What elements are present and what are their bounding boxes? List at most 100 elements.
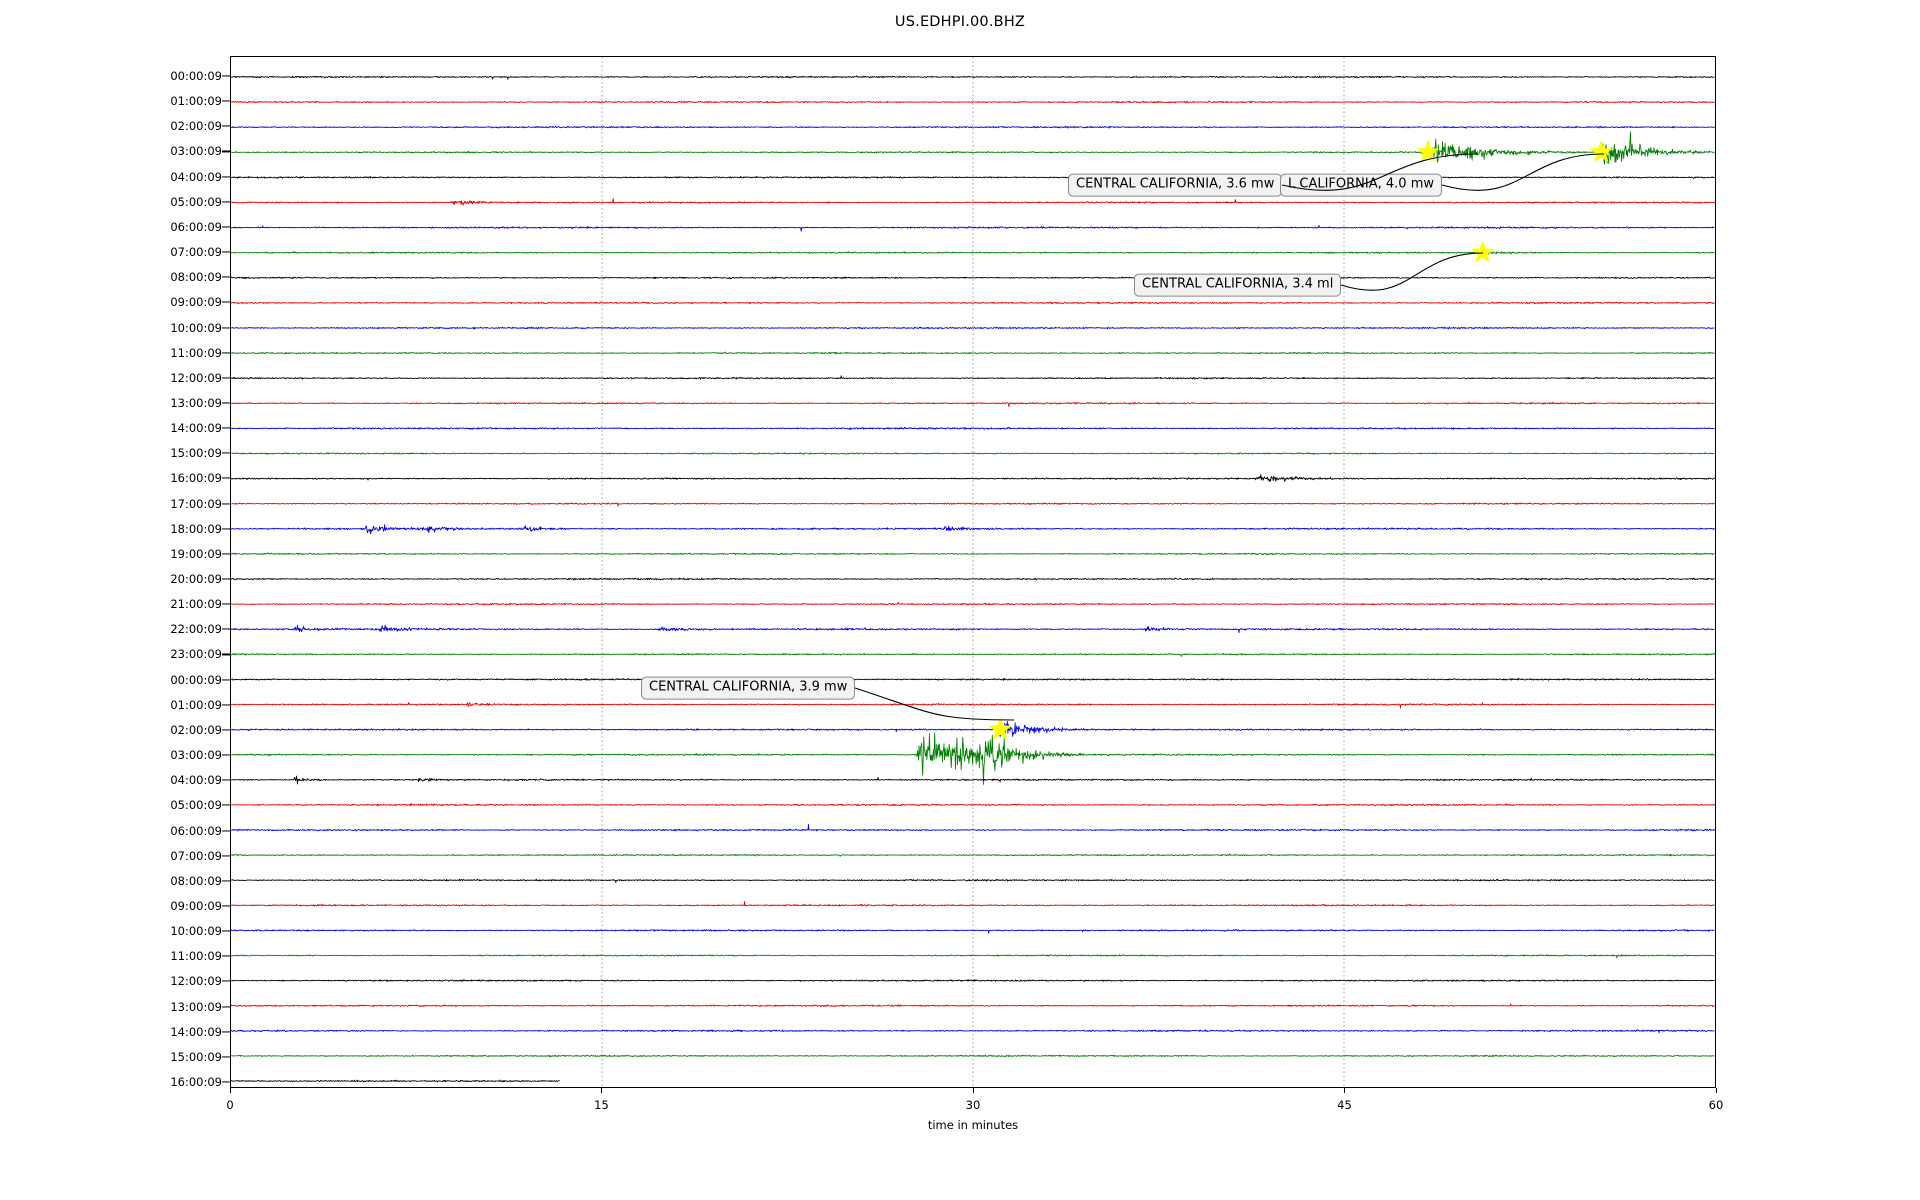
y-tick-mark: [222, 829, 230, 832]
y-tick-label: 11:00:09: [170, 345, 222, 360]
y-tick-mark: [222, 503, 230, 505]
y-tick-mark: [222, 176, 230, 178]
y-tick-label: 16:00:09: [170, 471, 222, 486]
trace-line: [231, 577, 1715, 581]
y-tick-mark: [222, 729, 230, 731]
y-tick-mark: [222, 201, 230, 203]
y-tick-mark: [222, 1006, 230, 1008]
y-tick-mark: [222, 653, 230, 655]
y-tick-mark: [222, 679, 230, 681]
trace-line: [231, 954, 1715, 959]
y-axis-labels: 00:00:09 01:00:09 02:00:09 03:00:09 04:00:09…: [118, 56, 222, 1089]
y-tick-mark: [222, 301, 230, 303]
event-annotation-label[interactable]: CENTRAL CALIFORNIA, 3.4 ml: [1134, 273, 1342, 297]
y-tick-mark: [222, 251, 230, 253]
y-tick-mark: [222, 226, 230, 228]
y-tick-mark: [222, 880, 230, 882]
trace-line: [231, 474, 1715, 483]
y-tick-mark: [222, 1056, 230, 1058]
trace-line: [231, 326, 1715, 330]
y-tick-label: 06:00:09: [170, 219, 222, 234]
y-tick-mark: [222, 553, 230, 555]
x-tick-mark: [229, 1088, 231, 1093]
y-tick-mark: [222, 352, 230, 354]
y-tick-label: 01:00:09: [170, 697, 222, 712]
y-tick-mark: [222, 603, 230, 605]
x-tick-mark: [1715, 1088, 1717, 1093]
y-tick-mark: [222, 125, 230, 127]
y-tick-mark: [222, 704, 230, 706]
trace-line: [231, 624, 1715, 634]
trace-line: [231, 375, 1715, 380]
y-tick-label: 18:00:09: [170, 521, 222, 536]
trace-line: [231, 1003, 1715, 1008]
y-tick-mark: [222, 980, 230, 982]
trace-line: [231, 1029, 1715, 1034]
y-tick-mark: [222, 75, 230, 77]
trace-line: [231, 452, 1715, 455]
trace-line: [231, 502, 1715, 507]
event-annotation-label[interactable]: CENTRAL CALIFORNIA, 3.9 mw: [641, 676, 856, 700]
y-tick-label: 05:00:09: [170, 194, 222, 209]
y-tick-mark: [222, 804, 230, 806]
trace-line: [231, 803, 1715, 807]
x-tick-mark: [601, 1088, 603, 1093]
y-tick-label: 16:00:09: [170, 1075, 222, 1089]
y-tick-label: 13:00:09: [170, 999, 222, 1014]
x-axis-title: time in minutes: [927, 1118, 1019, 1132]
trace-line: [231, 524, 1715, 535]
trace-line: [231, 552, 1715, 556]
y-tick-mark: [222, 1031, 230, 1033]
trace-line: [231, 979, 1715, 982]
x-tick-mark: [1344, 1088, 1346, 1093]
y-axis-tickmarks: [0, 56, 230, 1088]
x-tick-label: 60: [1708, 1098, 1724, 1112]
y-tick-label: 15:00:09: [170, 446, 222, 461]
y-tick-label: 03:00:09: [170, 748, 222, 763]
y-tick-mark: [222, 276, 230, 278]
x-tick-label: 0: [226, 1098, 234, 1112]
y-tick-label: 17:00:09: [170, 496, 222, 511]
y-tick-mark: [222, 427, 230, 429]
trace-line: [231, 401, 1715, 408]
y-tick-mark: [222, 578, 230, 580]
x-tick-label: 15: [594, 1098, 609, 1112]
y-tick-label: 04:00:09: [170, 169, 222, 184]
y-tick-label: 00:00:09: [170, 69, 222, 83]
trace-line: [231, 125, 1715, 129]
y-tick-label: 02:00:09: [170, 722, 222, 737]
trace-line: [231, 901, 1715, 907]
y-tick-label: 09:00:09: [170, 898, 222, 913]
y-tick-mark: [222, 779, 230, 781]
trace-line: [231, 775, 1715, 785]
y-tick-label: 07:00:09: [170, 848, 222, 863]
y-tick-label: 10:00:09: [170, 320, 222, 335]
trace-line: [231, 652, 1715, 657]
y-tick-label: 12:00:09: [170, 370, 222, 385]
event-annotation-label[interactable]: CENTRAL CALIFORNIA, 3.6 mw: [1068, 173, 1283, 197]
y-tick-label: 14:00:09: [170, 1024, 222, 1039]
trace-line: [231, 100, 1715, 104]
y-tick-mark: [222, 905, 230, 907]
trace-line: [231, 720, 1715, 737]
trace-line: [231, 1079, 560, 1083]
y-tick-label: 08:00:09: [170, 873, 222, 888]
y-tick-mark: [222, 452, 230, 454]
trace-line: [231, 929, 1715, 934]
y-tick-mark: [222, 377, 230, 379]
y-tick-label: 19:00:09: [170, 546, 222, 561]
y-tick-mark: [222, 955, 230, 957]
y-tick-label: 12:00:09: [170, 974, 222, 989]
y-tick-mark: [222, 150, 230, 152]
trace-line: [231, 426, 1715, 430]
trace-line: [231, 1054, 1715, 1058]
trace-line: [231, 224, 1715, 232]
trace-line: [231, 853, 1715, 857]
y-tick-label: 11:00:09: [170, 949, 222, 964]
y-tick-mark: [222, 930, 230, 932]
trace-line: [231, 198, 1715, 206]
event-annotation-label[interactable]: L CALIFORNIA, 4.0 mw: [1280, 173, 1442, 197]
y-tick-mark: [222, 477, 230, 479]
